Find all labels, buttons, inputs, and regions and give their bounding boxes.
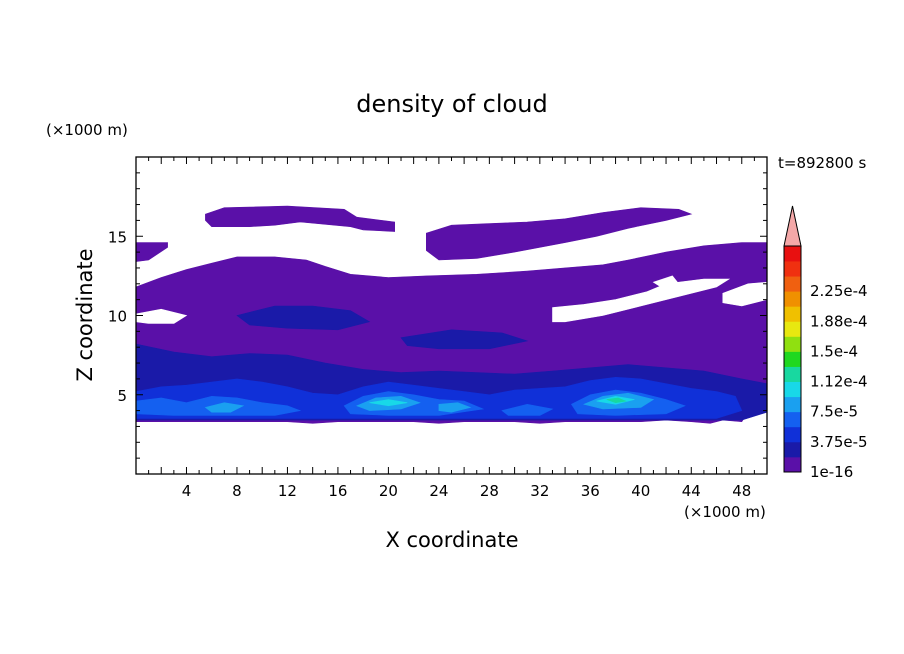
colorbar-band [784, 246, 801, 262]
x-tick-label: 24 [429, 482, 448, 500]
x-tick-label: 40 [631, 482, 650, 500]
colorbar-label: 3.75e-5 [810, 433, 868, 451]
contour-region-5 [552, 278, 731, 323]
y-axis: 5 10 15 [108, 172, 767, 459]
contour-region-24 [606, 397, 627, 404]
colorbar-band [784, 456, 801, 473]
chart-title: density of cloud [356, 90, 547, 118]
x-tick-label: 20 [379, 482, 398, 500]
x-tick-label: 32 [530, 482, 549, 500]
x-axis-title: X coordinate [385, 528, 518, 552]
x-tick-label: 4 [182, 482, 192, 500]
contour-region-1 [205, 205, 396, 232]
x-tick-label: 28 [480, 482, 499, 500]
x-axis: 4 8 12 16 20 24 28 32 36 40 44 48 [148, 157, 755, 500]
colorbar-overflow-triangle [783, 205, 802, 247]
x-tick-label: 8 [232, 482, 242, 500]
y-unit-label: (×1000 m) [46, 121, 128, 139]
colorbar: 1e-16 3.75e-5 7.5e-5 1.12e-4 1.5e-4 1.88e-4 2.… [783, 205, 868, 481]
contour-region-4 [136, 308, 188, 324]
colorbar-label: 2.25e-4 [810, 282, 868, 300]
colorbar-band [784, 411, 801, 428]
y-tick-label: 10 [108, 308, 127, 326]
colorbar-band [784, 336, 801, 352]
colorbar-band [784, 366, 801, 382]
colorbar-band [784, 306, 801, 322]
x-tick-label: 44 [682, 482, 701, 500]
colorbar-label: 7.5e-5 [810, 403, 858, 421]
x-unit-label: (×1000 m) [684, 503, 766, 521]
contour-region-0 [136, 242, 168, 262]
contour-region-12 [400, 329, 529, 350]
y-tick-label: 5 [117, 387, 127, 405]
contour-region-18 [204, 402, 245, 413]
colorbar-band [784, 291, 801, 307]
colorbar-label: 1.12e-4 [810, 373, 868, 391]
colorbar-band [784, 261, 801, 277]
colorbar-band [784, 276, 801, 292]
colorbar-band [784, 441, 801, 458]
colorbar-band [784, 351, 801, 367]
colorbar-label: 1e-16 [810, 463, 853, 481]
contour-region-22 [369, 399, 408, 407]
colorbar-label: 1.88e-4 [810, 312, 868, 330]
colorbar-frame [783, 245, 802, 473]
x-tick-label: 12 [278, 482, 297, 500]
x-tick-label: 36 [581, 482, 600, 500]
contour-region-6 [652, 275, 680, 291]
y-tick-label: 15 [108, 228, 127, 246]
contour-region-7 [722, 281, 767, 307]
colorbar-label: 1.5e-4 [810, 342, 858, 360]
colorbar-band [784, 396, 801, 413]
x-tick-label: 16 [328, 482, 347, 500]
time-label: t=892800 s [778, 154, 866, 172]
y-axis-title: Z coordinate [73, 248, 97, 381]
x-tick-label: 48 [732, 482, 751, 500]
colorbar-band [784, 381, 801, 398]
contour-region-16 [501, 403, 554, 416]
contour-region-2 [425, 207, 693, 261]
colorbar-band [784, 321, 801, 337]
density-contours [136, 205, 767, 424]
contour-region-20 [438, 402, 472, 413]
contour-region-11 [236, 305, 371, 331]
colorbar-band [784, 426, 801, 443]
